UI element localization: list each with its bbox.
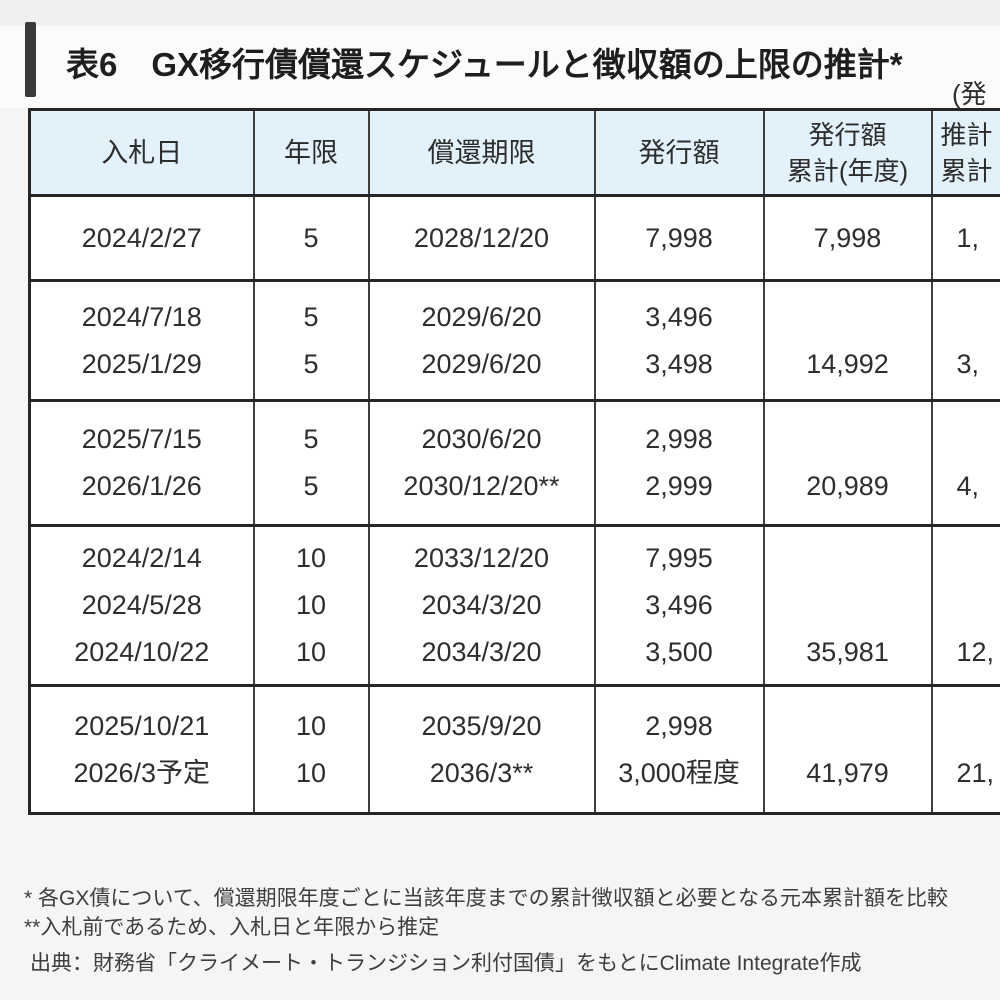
redemption-cell: 2028/12/20	[367, 194, 596, 282]
column-header-redemption-deadline: 償還期限	[367, 108, 596, 197]
redemption-cell: 2029/6/20 2029/6/20	[367, 279, 596, 402]
auction-date-cell: 2024/2/14 2024/5/28 2024/10/22	[28, 524, 255, 687]
source-note: 出典：財務省「クライメート・トランジション利付国債」をもとにClimate In…	[30, 952, 862, 975]
redemption-cell: 2033/12/20 2034/3/20 2034/3/20	[367, 524, 596, 687]
table-row-group-5: 2025/10/21 2026/3予定 10 10 2035/9/20 2036/3** 2…	[28, 684, 1000, 815]
cumulative-issuance-cell: 14,992	[762, 279, 933, 402]
redemption-cell: 2035/9/20 2036/3**	[367, 684, 596, 815]
cumulative-issuance-cell: 20,989	[762, 399, 933, 527]
title-strip	[0, 26, 1000, 108]
auction-date-cell: 2024/7/18 2025/1/29	[28, 279, 255, 402]
auction-date-cell: 2024/2/27	[28, 194, 255, 282]
redemption-cell: 2030/6/20 2030/12/20**	[367, 399, 596, 527]
page-title: 表6 GX移行債償還スケジュールと徴収額の上限の推計*	[66, 38, 966, 86]
cumulative-estimate-cell: 1,	[930, 194, 1000, 282]
table-header-row: 入札日 年限 償還期限 発行額 発行額 累計(年度) 推計 累計	[28, 108, 1000, 197]
maturity-cell: 5	[252, 194, 370, 282]
cumulative-issuance-cell: 7,998	[762, 194, 933, 282]
table-row-group-2: 2024/7/18 2025/1/29 5 5 2029/6/20 2029/6/20 3,…	[28, 279, 1000, 402]
auction-date-cell: 2025/7/15 2026/1/26	[28, 399, 255, 527]
footnote-2: **入札前であるため、入札日と年限から推定	[24, 916, 440, 939]
column-header-issuance-amount: 発行額	[593, 108, 765, 197]
issuance-amount-cell: 3,496 3,498	[593, 279, 765, 402]
table-row-group-4: 2024/2/14 2024/5/28 2024/10/22 10 10 10 2033/1…	[28, 524, 1000, 687]
issuance-amount-cell: 7,998	[593, 194, 765, 282]
issuance-amount-cell: 7,995 3,496 3,500	[593, 524, 765, 687]
table-row-group-3: 2025/7/15 2026/1/26 5 5 2030/6/20 2030/12/20*…	[28, 399, 1000, 527]
title-accent-bar	[25, 22, 36, 97]
title-paren-note: (発	[952, 79, 987, 109]
column-header-auction-date: 入札日	[28, 108, 255, 197]
issuance-amount-cell: 2,998 3,000程度	[593, 684, 765, 815]
maturity-cell: 10 10 10	[252, 524, 370, 687]
maturity-cell: 10 10	[252, 684, 370, 815]
cumulative-issuance-cell: 35,981	[762, 524, 933, 687]
cumulative-estimate-cell: 12,	[930, 524, 1000, 687]
column-header-cumulative-issuance: 発行額 累計(年度)	[762, 108, 933, 197]
cumulative-issuance-cell: 41,979	[762, 684, 933, 815]
cumulative-estimate-cell: 4,	[930, 399, 1000, 527]
table-row-group-1: 2024/2/27 5 2028/12/20 7,998 7,998 1,	[28, 194, 1000, 282]
cumulative-estimate-cell: 3,	[930, 279, 1000, 402]
bond-schedule-table: 入札日 年限 償還期限 発行額 発行額 累計(年度) 推計 累計 2024/2/27 5 2028…	[28, 108, 1000, 815]
column-header-maturity: 年限	[252, 108, 370, 197]
title-text: GX移行債償還スケジュールと徴収額の上限の推計*	[151, 46, 903, 83]
footnote-1: * 各GX債について、償還期限年度ごとに当該年度までの累計徴収額と必要となる元本…	[24, 887, 949, 910]
cumulative-estimate-cell: 21,	[930, 684, 1000, 815]
auction-date-cell: 2025/10/21 2026/3予定	[28, 684, 255, 815]
column-header-cumulative-estimate: 推計 累計	[930, 108, 1000, 197]
issuance-amount-cell: 2,998 2,999	[593, 399, 765, 527]
top-band	[0, 0, 1000, 26]
title-tag: 表6	[66, 46, 118, 83]
